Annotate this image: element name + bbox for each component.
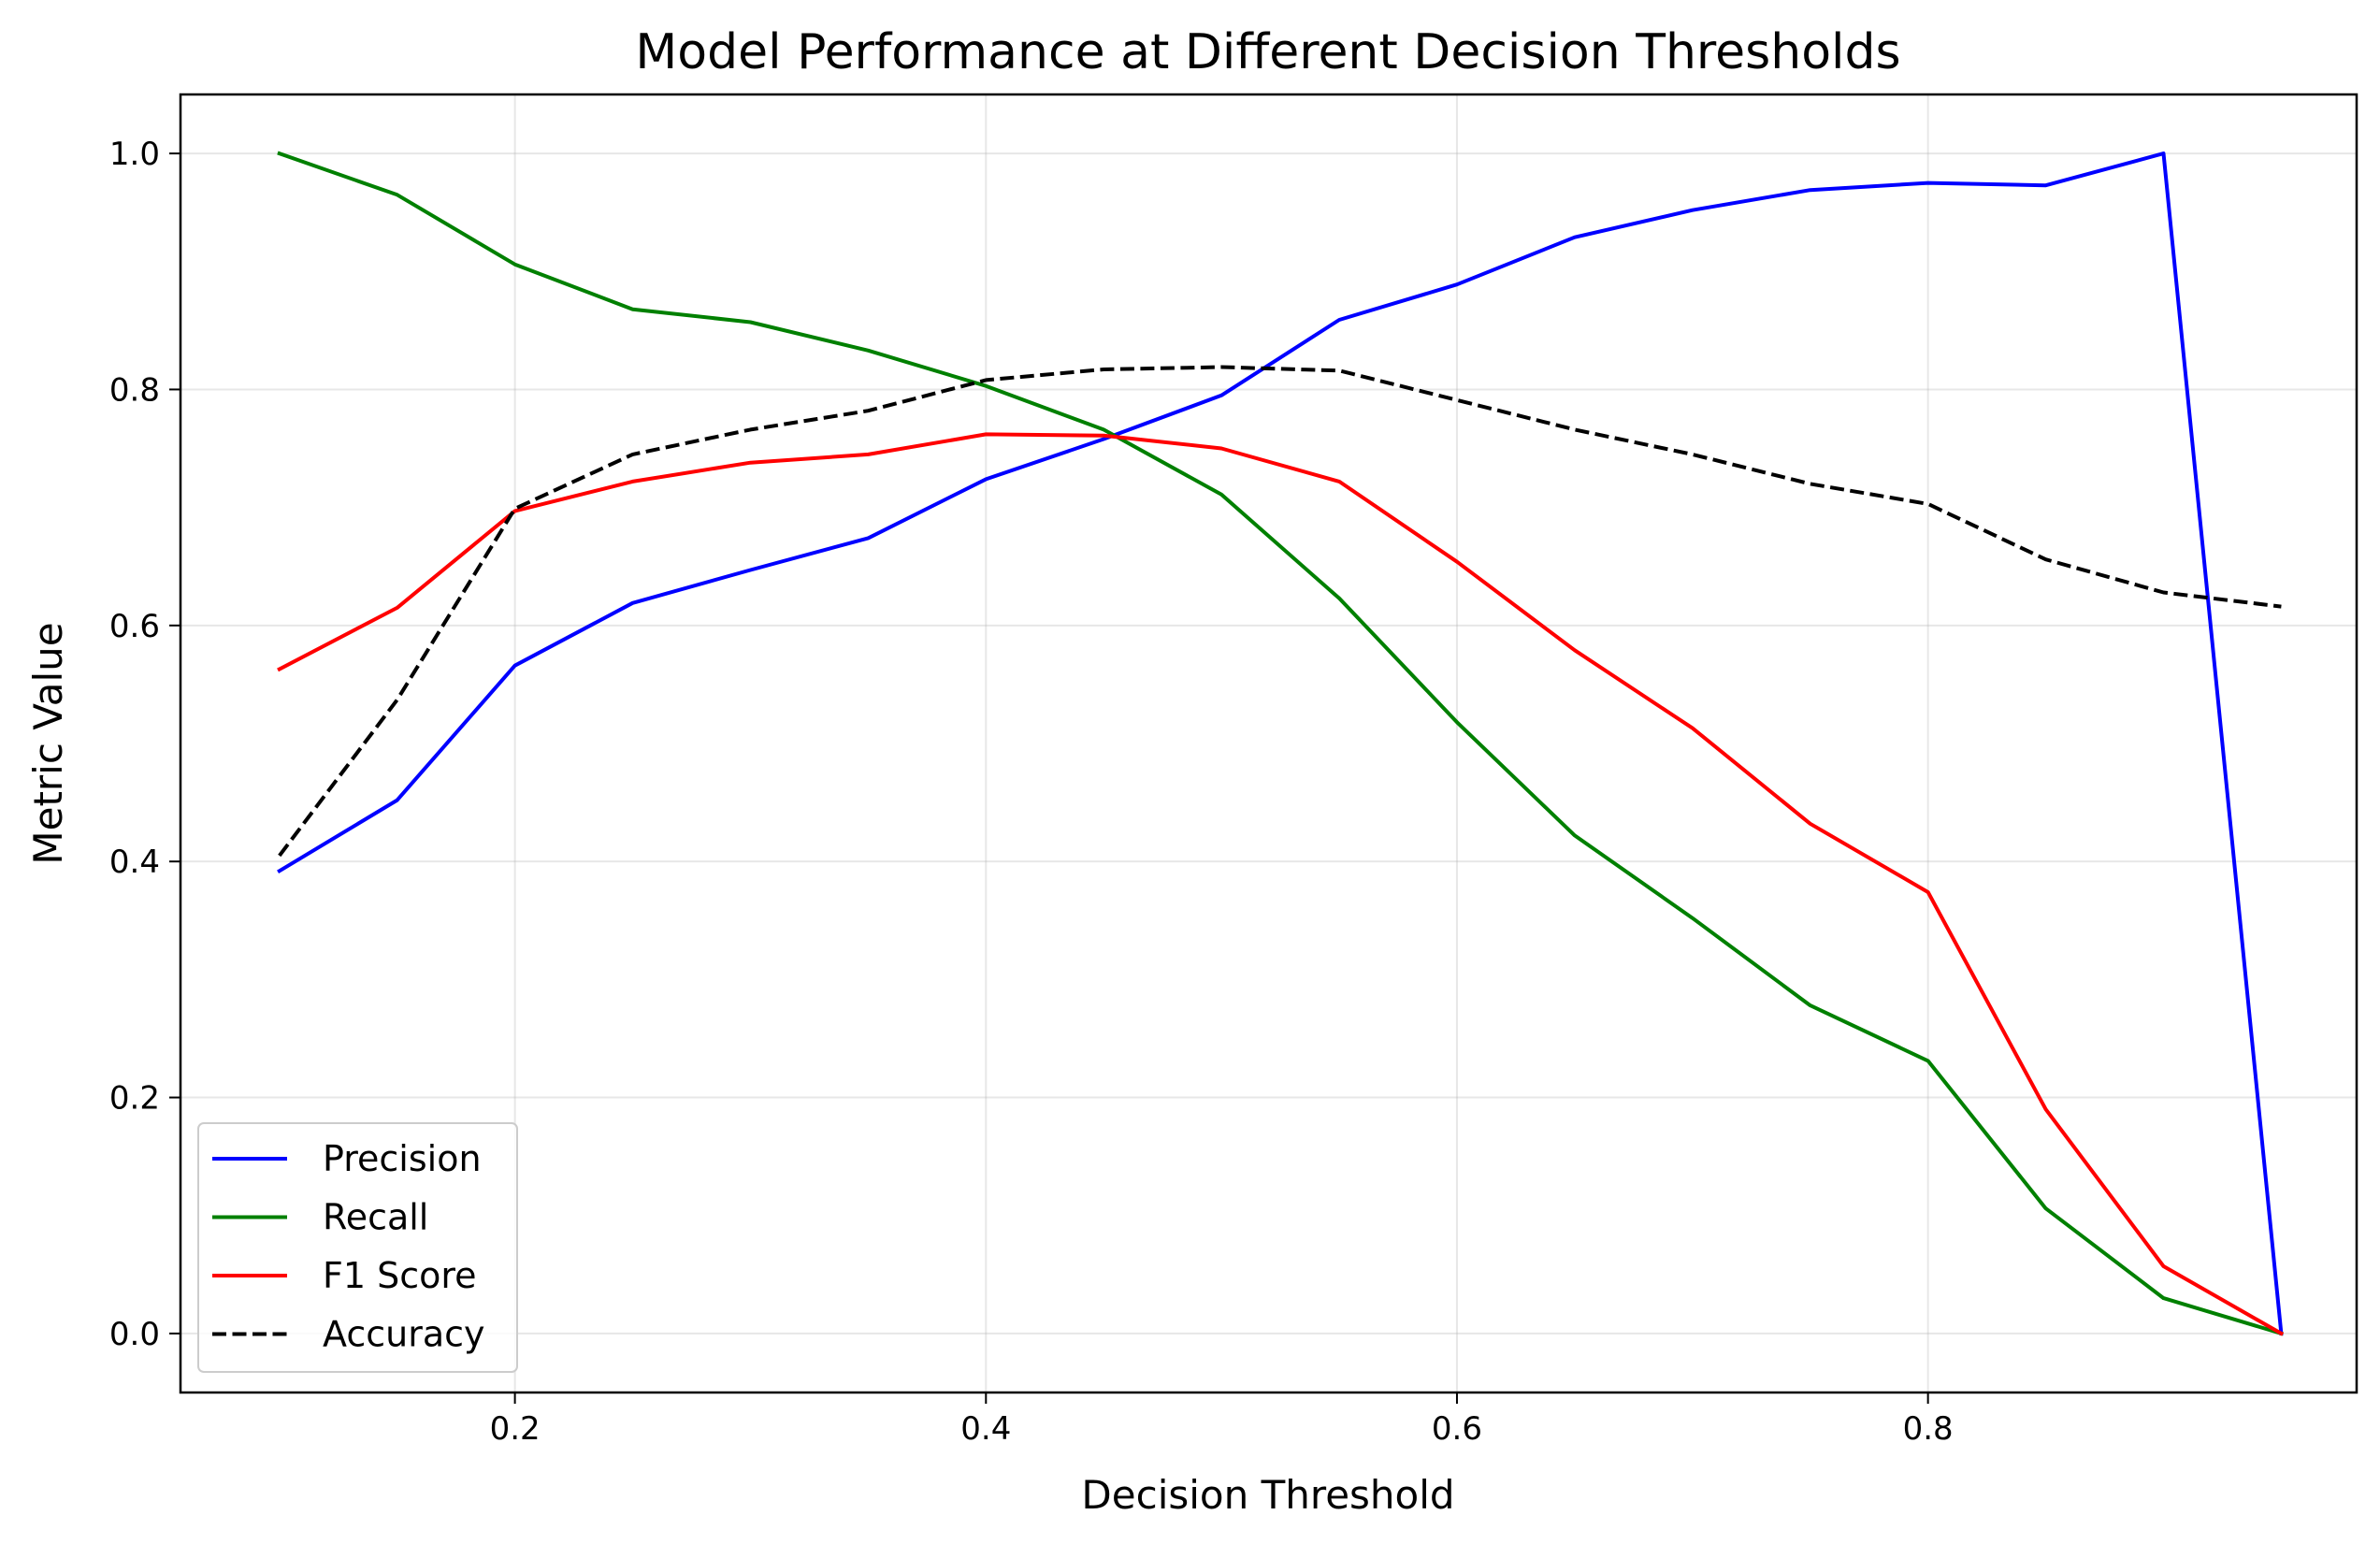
precision-line	[277, 152, 2284, 1336]
y-tick-label: 0.4	[109, 844, 160, 881]
x-axis-label: Decision Threshold	[1081, 1472, 1454, 1518]
y-axis-ticks: 0.0 0.2 0.4 0.6 0.8 1.0	[109, 136, 180, 1353]
x-tick-label: 0.6	[1432, 1410, 1482, 1448]
plot-background	[180, 94, 2357, 1392]
legend-label-accuracy: Accuracy	[323, 1314, 485, 1355]
legend-label-f1-score: F1 Score	[323, 1255, 477, 1296]
x-tick-label: 0.2	[490, 1410, 541, 1448]
legend-label-recall: Recall	[323, 1197, 428, 1238]
legend-label-precision: Precision	[323, 1138, 482, 1179]
plot-frame	[179, 93, 2358, 1394]
x-axis-ticks: 0.2 0.4 0.6 0.8	[490, 1392, 1954, 1448]
chart-title: Model Performance at Different Decision …	[635, 24, 1900, 80]
x-tick-label: 0.4	[960, 1410, 1011, 1448]
y-tick-label: 1.0	[109, 136, 160, 173]
recall-line	[277, 151, 2284, 1336]
plot-area	[179, 93, 2358, 1394]
y-tick-label: 0.2	[109, 1080, 160, 1118]
grid	[180, 94, 2357, 1392]
legend-box	[197, 1122, 518, 1373]
series-lines	[277, 151, 2285, 1336]
x-tick-label: 0.8	[1903, 1410, 1954, 1448]
y-tick-label: 0.6	[109, 608, 160, 645]
y-tick-label: 0.8	[109, 371, 160, 409]
y-axis-label: Metric Value	[25, 622, 71, 864]
y-tick-label: 0.0	[109, 1316, 160, 1353]
f1-score-line	[277, 432, 2285, 1336]
accuracy-line	[278, 365, 2282, 858]
legend: Precision Recall F1 Score Accuracy	[197, 1122, 518, 1373]
